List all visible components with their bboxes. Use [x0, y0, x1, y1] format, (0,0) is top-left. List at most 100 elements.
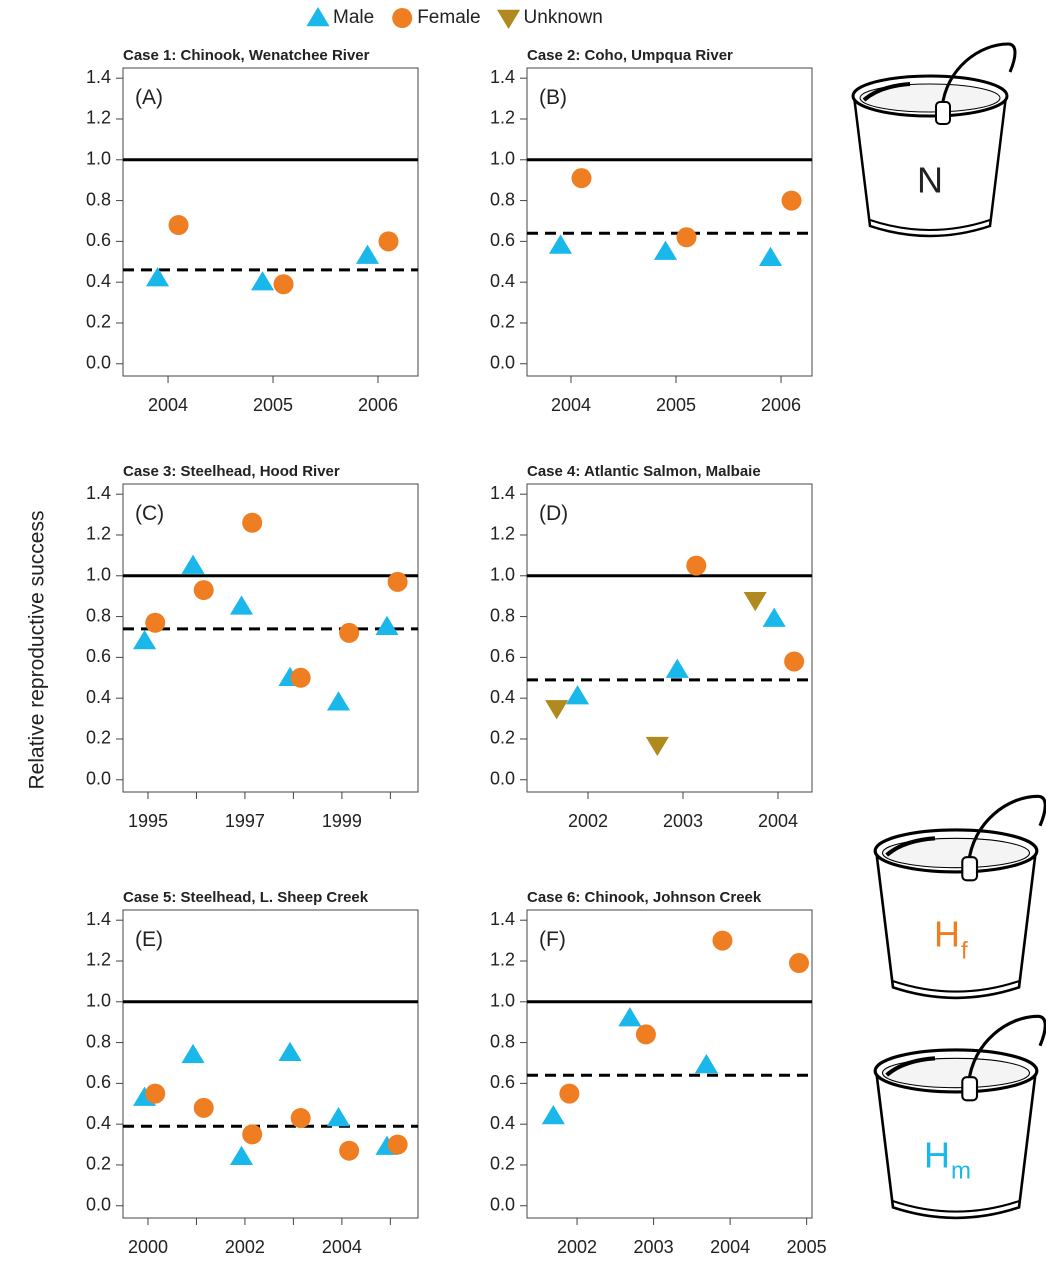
bucket: [875, 1016, 1045, 1218]
legend-label: Male: [333, 7, 374, 28]
legend-label: Unknown: [524, 7, 603, 28]
x-tick-label: 2003: [663, 811, 703, 831]
y-tick-label: 1.0: [86, 149, 111, 169]
panel-label: (D): [539, 502, 568, 525]
x-tick-label: 2006: [761, 395, 801, 415]
plot-frame: [527, 484, 812, 792]
y-tick-label: 0.0: [86, 353, 111, 373]
point: [789, 953, 809, 973]
x-tick-label: 1999: [322, 811, 362, 831]
point: [278, 1042, 301, 1061]
plot-frame: [123, 484, 418, 792]
panel-title: Case 2: Coho, Umpqua River: [527, 47, 733, 64]
y-tick-label: 1.2: [490, 524, 515, 544]
y-tick-label: 0.6: [86, 646, 111, 666]
point: [230, 595, 253, 614]
y-tick-label: 0.2: [490, 1154, 515, 1174]
x-tick-label: 1997: [225, 811, 265, 831]
y-tick-label: 0.2: [86, 312, 111, 332]
y-tick-label: 1.4: [490, 483, 515, 503]
point: [545, 700, 568, 719]
point: [251, 271, 274, 290]
point: [686, 556, 706, 576]
point: [356, 245, 379, 264]
bucket-lug: [962, 1077, 977, 1100]
x-tick-label: 2004: [758, 811, 798, 831]
y-tick-label: 1.0: [86, 565, 111, 585]
plot-frame: [527, 910, 812, 1218]
point: [666, 659, 689, 678]
point: [782, 191, 802, 211]
point: [572, 168, 592, 188]
point: [133, 630, 156, 649]
point: [230, 1146, 253, 1165]
plot-frame: [123, 910, 418, 1218]
point: [145, 1084, 165, 1104]
y-tick-label: 1.4: [490, 67, 515, 87]
x-tick-label: 2005: [787, 1237, 827, 1257]
legend-marker: [497, 10, 520, 29]
point: [169, 215, 189, 235]
y-tick-label: 0.8: [86, 1031, 111, 1051]
bucket-label: H: [934, 914, 960, 955]
point: [695, 1054, 718, 1073]
y-tick-label: 0.8: [490, 1031, 515, 1051]
point: [145, 613, 165, 633]
point: [274, 274, 294, 294]
x-tick-label: 2004: [148, 395, 188, 415]
y-tick-label: 0.6: [490, 1072, 515, 1092]
point: [182, 555, 205, 574]
y-tick-label: 1.0: [490, 149, 515, 169]
point: [636, 1024, 656, 1044]
bucket-lug: [936, 102, 950, 124]
y-tick-label: 0.0: [86, 1195, 111, 1215]
point: [646, 737, 669, 756]
x-tick-label: 2003: [634, 1237, 674, 1257]
point: [618, 1007, 641, 1026]
point: [549, 234, 572, 253]
panel-label: (E): [135, 928, 163, 951]
bucket-lug: [962, 857, 977, 880]
y-tick-label: 0.4: [86, 1113, 111, 1133]
y-tick-label: 1.2: [86, 524, 111, 544]
point: [194, 1098, 214, 1118]
panel-title: Case 5: Steelhead, L. Sheep Creek: [123, 889, 369, 906]
y-tick-label: 1.0: [490, 991, 515, 1011]
bucket-subscript: m: [951, 1157, 971, 1184]
point: [242, 1124, 262, 1144]
point: [327, 1107, 350, 1126]
bucket-subscript: f: [961, 937, 968, 964]
x-tick-label: 2002: [557, 1237, 597, 1257]
point: [744, 592, 767, 611]
y-tick-label: 0.2: [86, 1154, 111, 1174]
y-tick-label: 0.0: [490, 353, 515, 373]
y-tick-label: 0.2: [490, 728, 515, 748]
y-tick-label: 1.2: [490, 108, 515, 128]
y-tick-label: 1.4: [86, 909, 111, 929]
legend-marker: [306, 7, 329, 26]
point: [379, 231, 399, 251]
y-tick-label: 0.6: [86, 1072, 111, 1092]
y-tick-label: 1.4: [86, 483, 111, 503]
point: [677, 227, 697, 247]
x-tick-label: 2004: [551, 395, 591, 415]
plot-frame: [123, 68, 418, 376]
y-tick-label: 0.4: [86, 687, 111, 707]
bucket: [853, 44, 1015, 236]
x-tick-label: 1995: [128, 811, 168, 831]
point: [291, 668, 311, 688]
y-tick-label: 0.6: [490, 646, 515, 666]
point: [339, 623, 359, 643]
legend-label: Female: [417, 7, 480, 28]
bucket-label: H: [924, 1135, 950, 1176]
y-tick-label: 0.0: [490, 1195, 515, 1215]
panel-label: (A): [135, 86, 163, 109]
y-tick-label: 1.2: [86, 950, 111, 970]
y-tick-label: 1.2: [490, 950, 515, 970]
x-tick-label: 2006: [358, 395, 398, 415]
x-tick-label: 2002: [568, 811, 608, 831]
point: [327, 691, 350, 710]
x-tick-label: 2005: [656, 395, 696, 415]
y-tick-label: 0.2: [86, 728, 111, 748]
y-tick-label: 0.0: [490, 769, 515, 789]
